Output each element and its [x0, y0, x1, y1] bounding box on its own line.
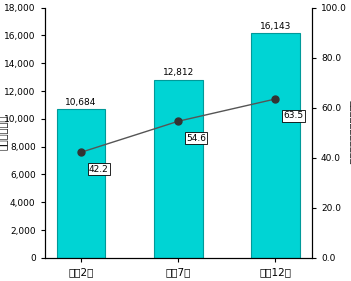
Text: 63.5: 63.5 — [283, 112, 303, 121]
Text: 54.6: 54.6 — [186, 134, 206, 143]
Text: 10,684: 10,684 — [65, 98, 97, 106]
Text: 借入耕地面積: 借入耕地面積 — [0, 115, 8, 150]
Text: 42.2: 42.2 — [89, 165, 109, 174]
Text: １戸当たり借入耕地面積: １戸当たり借入耕地面積 — [349, 100, 351, 165]
Bar — [251, 33, 300, 258]
Text: 16,143: 16,143 — [260, 22, 291, 31]
Bar — [154, 80, 203, 258]
Bar — [57, 109, 105, 258]
Text: 12,812: 12,812 — [163, 68, 194, 77]
